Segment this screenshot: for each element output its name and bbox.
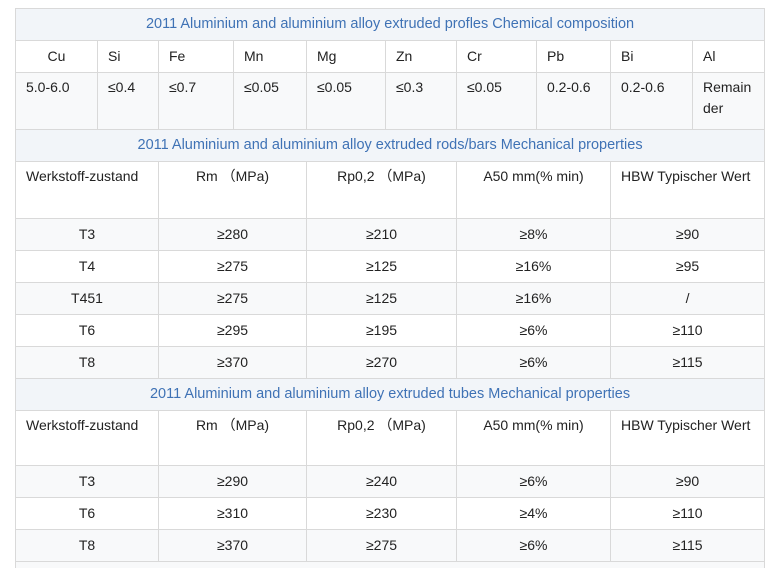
composition-value-mn: ≤0.05 — [234, 73, 307, 130]
table-cell: T6 — [16, 498, 159, 530]
table-cell: ≥195 — [307, 315, 457, 347]
composition-value-bi: 0.2-0.6 — [611, 73, 693, 130]
table-cell: T3 — [16, 466, 159, 498]
table-bottom-edge — [16, 562, 765, 568]
composition-value-fe: ≤0.7 — [159, 73, 234, 130]
table-cell: ≥280 — [159, 219, 307, 251]
table-cell: ≥6% — [457, 315, 611, 347]
table-cell: T8 — [16, 530, 159, 562]
tubes-header-a50: A50 mm(% min) — [457, 411, 611, 466]
table-cell: T4 — [16, 251, 159, 283]
alloy-properties-table: 2011 Aluminium and aluminium alloy extru… — [15, 8, 765, 568]
tubes-header-rp02: Rp0,2 （MPa) — [307, 411, 457, 466]
rods-title: 2011 Aluminium and aluminium alloy extru… — [16, 130, 765, 162]
table-cell: ≥290 — [159, 466, 307, 498]
composition-header-cr: Cr — [457, 41, 537, 73]
table-cell: ≥275 — [159, 251, 307, 283]
table-cell: ≥370 — [159, 347, 307, 379]
composition-header-mg: Mg — [307, 41, 386, 73]
rods-header-a50: A50 mm(% min) — [457, 162, 611, 219]
table-cell: ≥16% — [457, 251, 611, 283]
table-cell: ≥6% — [457, 530, 611, 562]
table-cell: ≥125 — [307, 251, 457, 283]
table-cell: T451 — [16, 283, 159, 315]
table-cell: ≥210 — [307, 219, 457, 251]
table-cell: ≥6% — [457, 466, 611, 498]
composition-header-si: Si — [98, 41, 159, 73]
table-cell: ≥115 — [611, 530, 765, 562]
table-cell: ≥240 — [307, 466, 457, 498]
rods-header-rp02: Rp0,2 （MPa) — [307, 162, 457, 219]
table-cell: ≥230 — [307, 498, 457, 530]
composition-header-pb: Pb — [537, 41, 611, 73]
composition-value-si: ≤0.4 — [98, 73, 159, 130]
rods-header-temper: Werkstoff-zustand — [16, 162, 159, 219]
composition-title: 2011 Aluminium and aluminium alloy extru… — [16, 9, 765, 41]
table-cell: ≥90 — [611, 466, 765, 498]
composition-header-cu: Cu — [16, 41, 98, 73]
table-cell: T3 — [16, 219, 159, 251]
table-cell: ≥295 — [159, 315, 307, 347]
composition-header-fe: Fe — [159, 41, 234, 73]
composition-value-al: Remainder — [693, 73, 765, 130]
tubes-header-temper: Werkstoff-zustand — [16, 411, 159, 466]
table-cell: ≥8% — [457, 219, 611, 251]
tubes-title: 2011 Aluminium and aluminium alloy extru… — [16, 379, 765, 411]
table-cell: ≥16% — [457, 283, 611, 315]
composition-value-cu: 5.0-6.0 — [16, 73, 98, 130]
table-cell: ≥110 — [611, 498, 765, 530]
rods-header-rm: Rm （MPa) — [159, 162, 307, 219]
table-cell: ≥275 — [159, 283, 307, 315]
composition-value-mg: ≤0.05 — [307, 73, 386, 130]
composition-value-zn: ≤0.3 — [386, 73, 457, 130]
rods-header-hbw: HBW Typischer Wert — [611, 162, 765, 219]
table-cell: ≥310 — [159, 498, 307, 530]
table-cell: T8 — [16, 347, 159, 379]
table-cell: ≥275 — [307, 530, 457, 562]
table-cell: ≥6% — [457, 347, 611, 379]
composition-header-mn: Mn — [234, 41, 307, 73]
composition-header-al: Al — [693, 41, 765, 73]
table-cell: ≥95 — [611, 251, 765, 283]
table-cell: ≥270 — [307, 347, 457, 379]
composition-header-zn: Zn — [386, 41, 457, 73]
table-cell: ≥90 — [611, 219, 765, 251]
table-cell: ≥370 — [159, 530, 307, 562]
table-cell: ≥4% — [457, 498, 611, 530]
tubes-header-hbw: HBW Typischer Wert — [611, 411, 765, 466]
tubes-header-rm: Rm （MPa) — [159, 411, 307, 466]
table-cell: ≥125 — [307, 283, 457, 315]
table-cell: ≥115 — [611, 347, 765, 379]
composition-header-bi: Bi — [611, 41, 693, 73]
composition-value-cr: ≤0.05 — [457, 73, 537, 130]
table-cell: ≥110 — [611, 315, 765, 347]
composition-value-pb: 0.2-0.6 — [537, 73, 611, 130]
table-cell: / — [611, 283, 765, 315]
table-cell: T6 — [16, 315, 159, 347]
